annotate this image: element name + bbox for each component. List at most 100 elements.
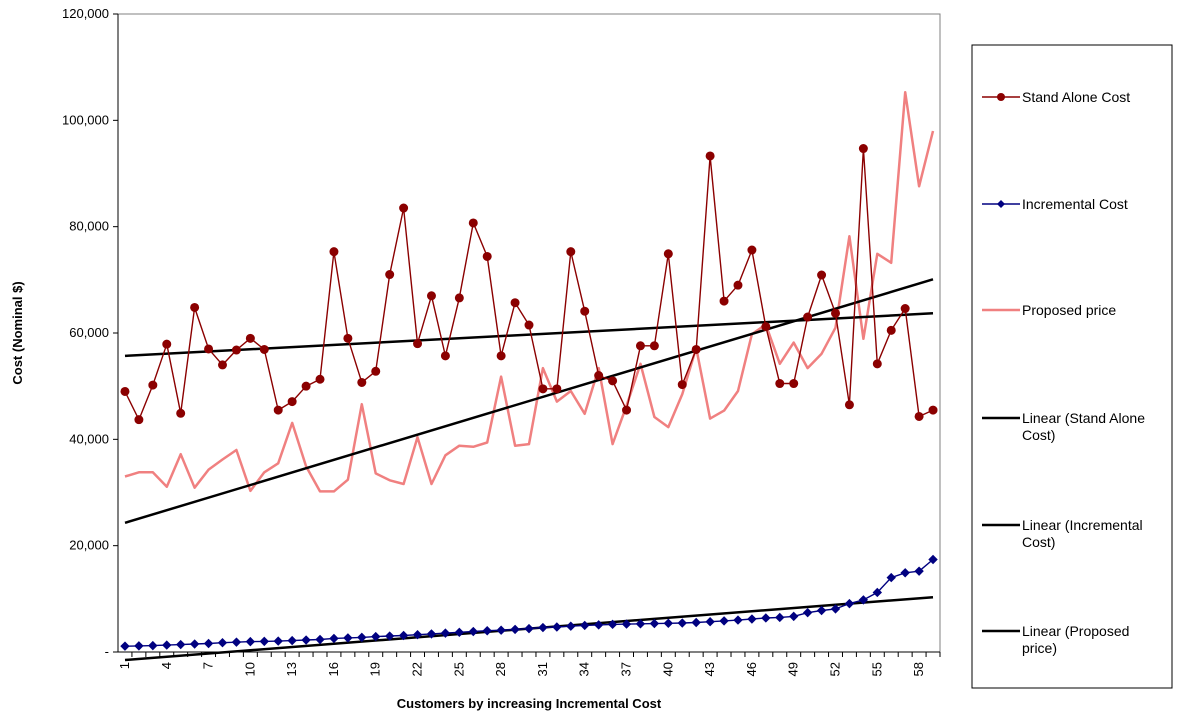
data-point bbox=[482, 626, 492, 636]
data-point bbox=[649, 341, 659, 351]
data-point bbox=[733, 615, 743, 625]
data-point bbox=[399, 203, 409, 213]
data-point bbox=[357, 632, 367, 643]
data-point bbox=[872, 359, 882, 369]
x-tick-label: 10 bbox=[242, 662, 257, 676]
data-point bbox=[217, 360, 227, 370]
data-point bbox=[245, 636, 256, 647]
data-point bbox=[148, 640, 158, 651]
data-point bbox=[594, 371, 604, 381]
data-point bbox=[162, 640, 172, 650]
legend-label: Linear (Incremental bbox=[1022, 517, 1143, 533]
y-tick-label: - bbox=[105, 644, 109, 659]
series-linear-stand-alone-cost bbox=[124, 312, 934, 358]
data-point bbox=[343, 633, 353, 643]
data-point bbox=[914, 411, 924, 421]
data-point bbox=[830, 604, 841, 614]
data-point bbox=[775, 612, 785, 623]
data-point bbox=[803, 312, 813, 322]
data-point bbox=[789, 379, 799, 389]
data-point bbox=[705, 616, 715, 627]
data-point bbox=[593, 620, 604, 630]
data-point bbox=[343, 333, 353, 343]
data-point bbox=[928, 405, 938, 415]
data-point bbox=[886, 572, 896, 583]
data-point bbox=[802, 607, 813, 618]
data-point bbox=[440, 351, 450, 361]
data-point bbox=[733, 280, 743, 290]
data-point bbox=[900, 304, 910, 314]
data-point bbox=[858, 144, 868, 154]
x-axis: 1 4 7 10 13 16 19 22 25 28 31 34 37 40 43 46 49 52 55 58 bbox=[117, 651, 941, 676]
data-point bbox=[217, 637, 228, 648]
x-tick-label: 7 bbox=[201, 662, 216, 669]
data-point bbox=[691, 344, 701, 354]
data-point bbox=[552, 622, 562, 632]
data-point bbox=[663, 249, 673, 259]
data-point bbox=[120, 641, 130, 651]
data-point bbox=[747, 245, 757, 255]
series-incremental-cost bbox=[120, 554, 938, 651]
legend-label: Incremental Cost bbox=[1022, 196, 1128, 212]
data-point bbox=[900, 568, 910, 578]
data-point bbox=[928, 554, 938, 565]
data-point bbox=[510, 624, 520, 635]
data-point bbox=[677, 380, 687, 390]
legend-label: Cost) bbox=[1022, 534, 1055, 550]
x-tick-label: 37 bbox=[619, 662, 634, 676]
data-point bbox=[190, 302, 200, 312]
x-tick-label: 46 bbox=[744, 662, 759, 676]
x-tick-label: 25 bbox=[451, 662, 466, 676]
legend-label: Linear (Proposed bbox=[1022, 623, 1129, 639]
data-point bbox=[858, 595, 869, 605]
data-point bbox=[789, 611, 799, 622]
legend-label: Stand Alone Cost bbox=[1022, 89, 1130, 105]
data-point bbox=[273, 636, 283, 646]
x-tick-label: 52 bbox=[828, 662, 843, 676]
y-tick-label: 120,000 bbox=[62, 6, 109, 21]
data-point bbox=[148, 380, 158, 390]
data-point bbox=[454, 293, 464, 303]
x-tick-label: 43 bbox=[702, 662, 717, 676]
series-line bbox=[124, 278, 934, 524]
data-point bbox=[175, 639, 186, 650]
series-stand-alone-cost bbox=[120, 144, 938, 425]
x-axis-title: Customers by increasing Incremental Cost bbox=[397, 696, 662, 711]
plot-border bbox=[117, 13, 941, 653]
data-point bbox=[844, 598, 855, 609]
x-tick-label: 28 bbox=[493, 662, 508, 676]
data-point bbox=[816, 605, 827, 616]
series-proposed-price bbox=[124, 90, 935, 493]
data-point bbox=[761, 613, 771, 623]
data-point bbox=[231, 637, 242, 647]
x-tick-label: 19 bbox=[368, 662, 383, 676]
data-point bbox=[524, 320, 534, 330]
data-point bbox=[384, 631, 395, 641]
legend-item: Incremental Cost bbox=[982, 196, 1128, 212]
y-tick-label: 20,000 bbox=[69, 538, 109, 553]
data-point bbox=[538, 384, 548, 394]
data-point bbox=[524, 623, 534, 634]
data-point bbox=[914, 566, 924, 576]
legend-label: Linear (Stand Alone bbox=[1022, 410, 1145, 426]
data-point bbox=[315, 374, 325, 384]
data-point bbox=[134, 641, 144, 651]
data-point bbox=[607, 619, 618, 630]
data-point bbox=[287, 397, 297, 407]
y-tick-label: 80,000 bbox=[69, 219, 109, 234]
legend-item: Proposed price bbox=[982, 302, 1116, 318]
data-point bbox=[621, 619, 632, 629]
data-point bbox=[566, 247, 576, 257]
legend: Stand Alone Cost Incremental Cost Proposed… bbox=[971, 44, 1173, 689]
x-tick-label: 55 bbox=[869, 662, 884, 676]
x-tick-label: 1 bbox=[117, 662, 132, 669]
data-point bbox=[663, 618, 674, 628]
data-point bbox=[134, 415, 144, 425]
data-point bbox=[496, 625, 506, 635]
data-point bbox=[496, 351, 506, 361]
data-point bbox=[622, 405, 632, 415]
legend-label: Cost) bbox=[1022, 427, 1055, 443]
data-point bbox=[691, 617, 701, 628]
